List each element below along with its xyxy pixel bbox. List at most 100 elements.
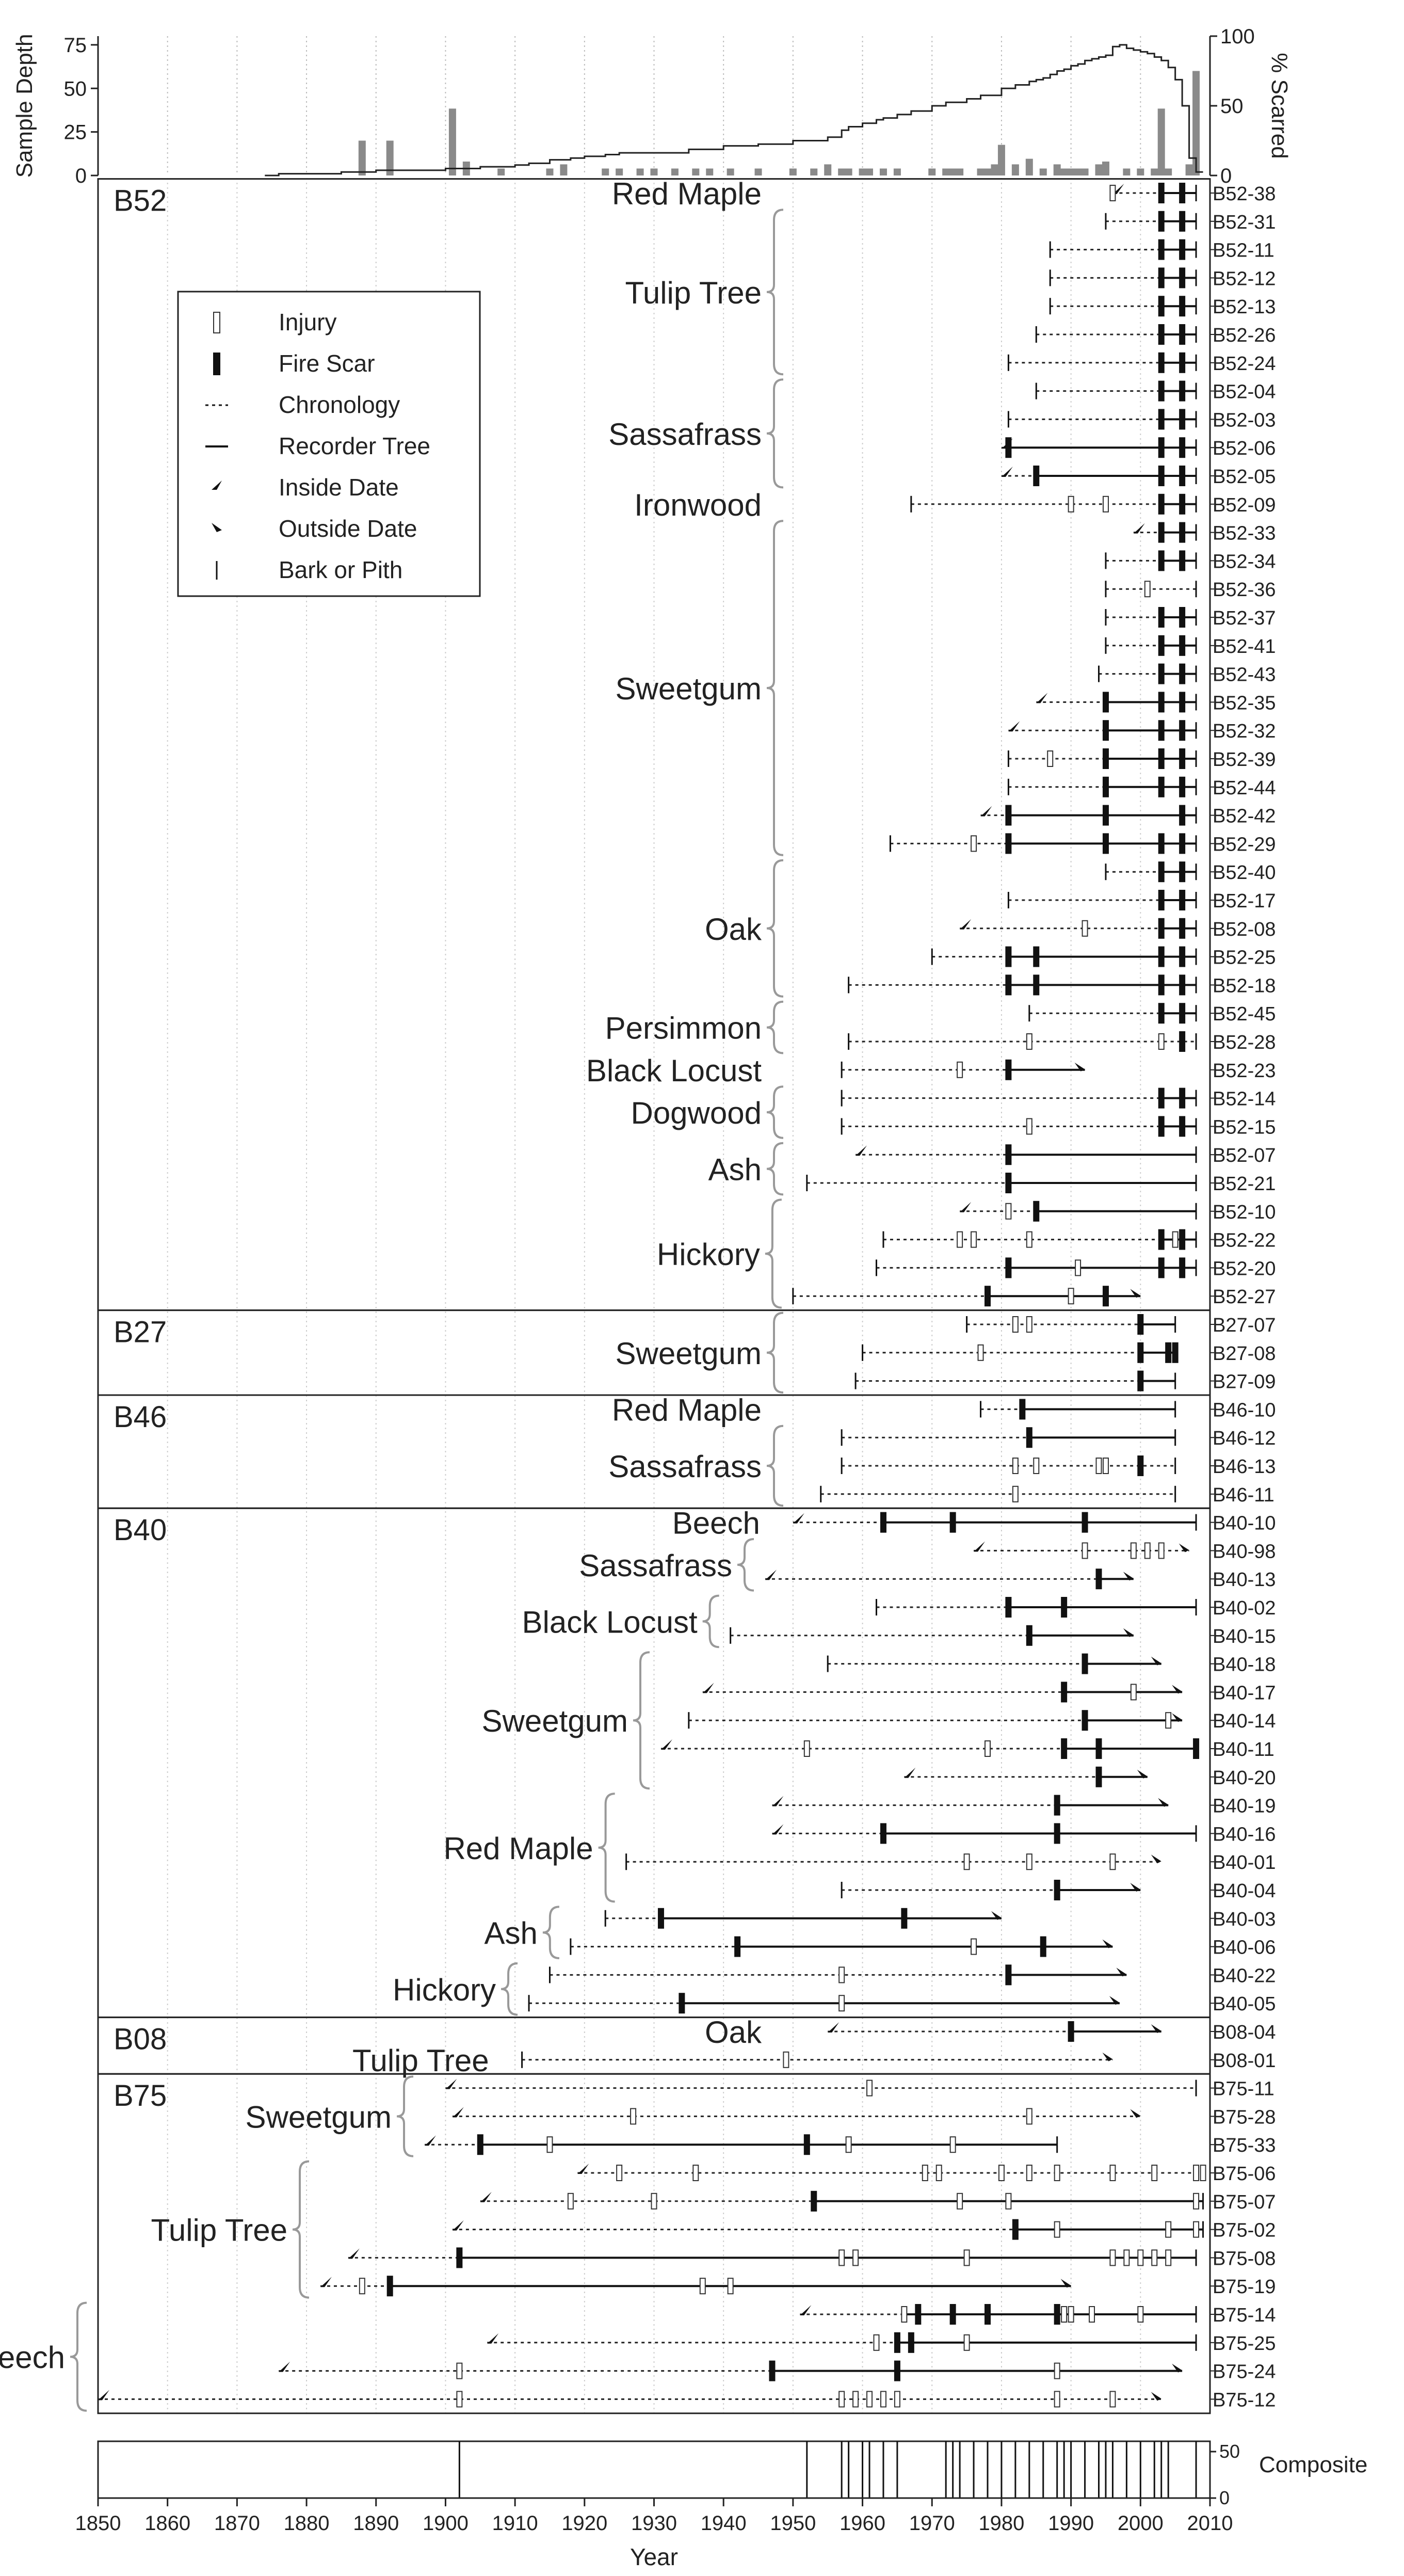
fire-scar-mark: [1033, 974, 1040, 996]
fire-scar-mark: [908, 2332, 914, 2353]
fire-scar-mark: [1033, 466, 1040, 486]
percent-scarred-bar: [984, 168, 991, 175]
tree-label: B52-23: [1213, 1060, 1276, 1082]
fire-scar-mark: [1137, 1314, 1144, 1335]
tree-label: B75-25: [1213, 2333, 1276, 2355]
injury-mark: [963, 1853, 970, 1870]
inside-date-mark: [1008, 721, 1020, 732]
percent-scarred-bar: [1102, 162, 1109, 175]
fire-scar-mark: [1179, 946, 1186, 967]
outside-date-mark: [1130, 1883, 1141, 1892]
injury-mark: [845, 2136, 852, 2153]
fire-scar-mark: [1102, 805, 1109, 826]
tree-label: B46-11: [1213, 1484, 1274, 1506]
fire-scar-mark: [1172, 1342, 1179, 1363]
percent-scarred-bar: [1011, 164, 1019, 175]
injury-mark: [1054, 2362, 1060, 2379]
outside-date-mark: [1172, 1685, 1183, 1694]
fire-scar-mark: [894, 2332, 900, 2353]
outside-date-mark: [1123, 1572, 1134, 1581]
inside-date-mark: [960, 1202, 972, 1212]
percent-scarred-bar: [1157, 108, 1165, 175]
species-brace: [633, 1651, 650, 1790]
tree-label: B52-39: [1213, 749, 1276, 771]
fire-scar-mark: [901, 1908, 908, 1929]
injury-mark: [963, 2334, 970, 2351]
injury-mark: [783, 2051, 789, 2068]
fire-scar-mark: [1019, 1399, 1026, 1420]
injury-mark: [1047, 750, 1054, 767]
fire-scar-mark: [1158, 1116, 1165, 1137]
injury-mark: [1151, 2165, 1158, 2181]
tree-label: B40-19: [1213, 1796, 1276, 1817]
injury-mark: [1137, 2306, 1144, 2323]
fire-scar-mark: [1179, 1031, 1186, 1052]
fire-scar-mark: [949, 1512, 956, 1533]
tree-label: B40-15: [1213, 1626, 1276, 1647]
injury-mark: [1095, 1458, 1102, 1474]
percent-scarred-bar: [824, 164, 832, 175]
percent-scarred-bar: [616, 168, 623, 175]
legend-inside-symbol: [212, 481, 222, 490]
top-panel: 0 25 50 75 0 50 100 Sample Depth % Scarred: [12, 25, 1292, 187]
tree-label: B08-04: [1213, 2022, 1276, 2043]
injury-mark: [1054, 2165, 1060, 2181]
x-tick-label: 1970: [909, 2512, 955, 2535]
fire-scar-mark: [1193, 1738, 1200, 1759]
species-label: Tulip Tree: [625, 276, 762, 310]
outside-date-mark: [1151, 1854, 1161, 1864]
inside-date-mark: [452, 2220, 464, 2231]
fire-scar-mark: [1158, 550, 1165, 571]
percent-scarred-bar: [997, 145, 1005, 175]
percent-scarred-bar: [386, 140, 394, 175]
outside-date-mark: [1151, 1656, 1161, 1666]
tree-label: B40-04: [1213, 1880, 1276, 1902]
fire-scar-mark: [657, 1908, 664, 1929]
fire-scar-mark: [1179, 663, 1186, 684]
fire-scar-mark: [1061, 1597, 1068, 1618]
species-label: Sassafrass: [608, 417, 762, 452]
injury-mark: [1158, 1542, 1165, 1559]
tree-label: B52-14: [1213, 1089, 1276, 1110]
injury-mark: [838, 1966, 845, 1983]
fire-scar-mark: [1005, 437, 1012, 458]
injury-mark: [838, 1995, 845, 2012]
inside-date-mark: [772, 1824, 784, 1835]
tree-label: B52-20: [1213, 1258, 1276, 1279]
species-brace: [292, 2160, 310, 2299]
fire-scar-mark: [1158, 296, 1165, 317]
fire-scar-mark: [1179, 380, 1186, 402]
fire-scar-mark: [1012, 2219, 1019, 2240]
tree-label: B40-17: [1213, 1682, 1276, 1704]
tree-label: B75-11: [1213, 2078, 1274, 2100]
inside-date-mark: [279, 2361, 291, 2372]
injury-mark: [546, 2136, 553, 2153]
species-brace: [766, 1311, 784, 1394]
tree-label: B52-12: [1213, 268, 1276, 290]
injury-mark: [567, 2193, 574, 2210]
injury-mark: [1005, 1203, 1012, 1220]
injury-mark: [1089, 2306, 1095, 2323]
injury-mark: [873, 2334, 880, 2351]
injury-mark: [1193, 2165, 1200, 2181]
tree-label: B52-06: [1213, 438, 1276, 459]
fire-scar-mark: [949, 2304, 956, 2325]
tree-label: B52-03: [1213, 409, 1276, 431]
fire-scar-mark: [386, 2276, 393, 2297]
species-brace: [501, 1962, 518, 2016]
injury-mark: [998, 2165, 1005, 2181]
injury-mark: [852, 2391, 859, 2408]
injury-mark: [971, 1938, 977, 1955]
inside-date-mark: [765, 1570, 777, 1580]
inside-date-mark: [660, 1739, 672, 1750]
fire-scar-mark: [1179, 692, 1186, 713]
fire-scar-mark: [1158, 1087, 1165, 1109]
fire-scar-mark: [1005, 833, 1012, 854]
species-label: Black Locust: [586, 1053, 762, 1088]
fire-scar-mark: [1102, 833, 1109, 854]
tree-label: B46-13: [1213, 1456, 1276, 1478]
fire-scar-mark: [1158, 692, 1165, 713]
percent-scarred-bar: [879, 168, 887, 175]
tree-label: B08-01: [1213, 2050, 1276, 2072]
tree-label: B52-28: [1213, 1032, 1276, 1053]
